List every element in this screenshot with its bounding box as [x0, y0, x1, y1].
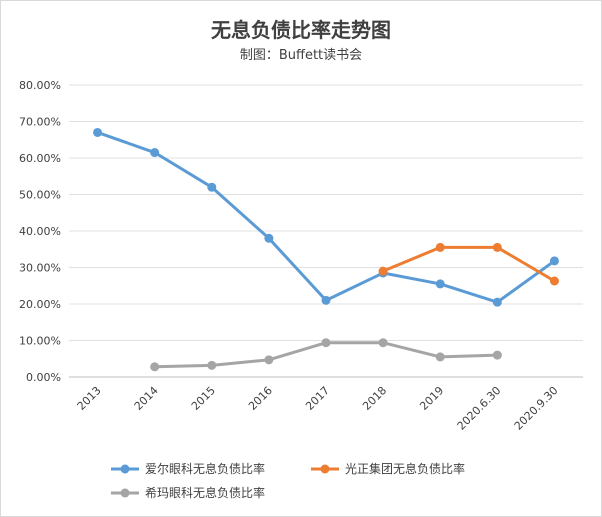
y-axis-ticks: 0.00% 10.00% 20.00% 30.00% 40.00% 50.00% 60.00… — [19, 79, 61, 384]
legend-label: 爱尔眼科无息负债比率 — [145, 461, 265, 476]
series-1 — [93, 127, 559, 307]
legend-item: 爱尔眼科无息负债比率 — [111, 461, 265, 476]
y-tick-label: 10.00% — [19, 335, 61, 348]
legend-label: 光正集团无息负债比率 — [345, 461, 465, 476]
data-point — [492, 242, 502, 252]
series-2 — [378, 242, 559, 286]
y-tick-label: 40.00% — [19, 225, 61, 238]
data-point — [378, 266, 388, 276]
x-tick-label: 2019 — [417, 384, 446, 413]
data-point — [150, 148, 160, 158]
data-point — [321, 338, 331, 348]
x-tick-label: 2020.6.30 — [455, 384, 504, 433]
data-point — [264, 233, 274, 243]
series-line — [381, 245, 556, 283]
data-point — [321, 295, 331, 305]
data-point — [207, 360, 217, 370]
legend-marker-icon — [320, 464, 330, 474]
series-3 — [150, 338, 502, 372]
x-tick-label: 2018 — [360, 384, 389, 413]
x-tick-label: 2014 — [132, 384, 161, 413]
data-point — [378, 338, 388, 348]
chart-title: 无息负债比率走势图 — [211, 18, 391, 42]
y-tick-label: 80.00% — [19, 79, 61, 92]
data-point — [435, 352, 445, 362]
x-axis-ticks: 2013 2014 2015 2016 2017 2018 2019 2020.6.30 202… — [75, 384, 561, 433]
data-point — [264, 355, 274, 365]
data-point — [549, 256, 559, 266]
chart-subtitle: 制图：Buffett读书会 — [240, 48, 362, 63]
legend-label: 希玛眼科无息负债比率 — [145, 485, 265, 500]
y-tick-label: 20.00% — [19, 298, 61, 311]
y-tick-label: 60.00% — [19, 152, 61, 165]
y-tick-label: 50.00% — [19, 189, 61, 202]
legend-item: 光正集团无息负债比率 — [311, 461, 465, 476]
x-tick-label: 2013 — [75, 384, 104, 413]
x-tick-label: 2020.9.30 — [512, 384, 561, 433]
grid-layer — [69, 84, 583, 378]
data-point — [549, 276, 559, 286]
legend-item: 希玛眼科无息负债比率 — [111, 485, 265, 500]
series-layer — [93, 127, 559, 372]
x-tick-label: 2017 — [303, 384, 332, 413]
data-point — [207, 182, 217, 192]
legend-marker-icon — [120, 488, 130, 498]
y-tick-label: 0.00% — [26, 371, 61, 384]
data-point — [435, 242, 445, 252]
y-tick-label: 70.00% — [19, 116, 61, 129]
data-point — [492, 297, 502, 307]
legend-marker-icon — [120, 464, 130, 474]
y-tick-label: 30.00% — [19, 262, 61, 275]
data-point — [93, 127, 103, 137]
data-point — [492, 350, 502, 360]
x-tick-label: 2015 — [189, 384, 218, 413]
x-tick-label: 2016 — [246, 384, 275, 413]
data-point — [150, 362, 160, 372]
data-point — [435, 279, 445, 289]
